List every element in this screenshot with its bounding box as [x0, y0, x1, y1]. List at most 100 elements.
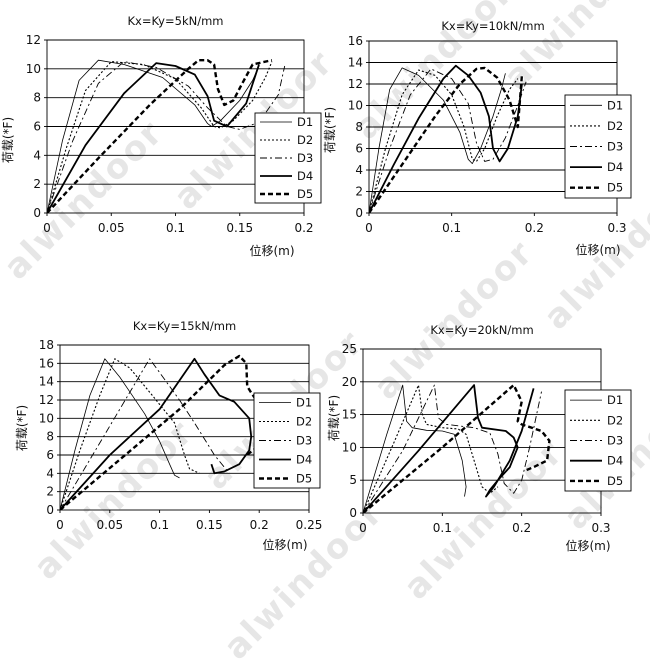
- y-tick-label: 2: [46, 485, 54, 499]
- y-tick-label: 8: [355, 120, 363, 134]
- series-line-d4: [60, 357, 253, 510]
- series-line-d3: [60, 358, 230, 510]
- y-tick-label: 4: [355, 163, 363, 177]
- y-tick-label: 6: [33, 120, 41, 134]
- y-tick-label: 5: [349, 473, 357, 487]
- series-line-d4: [47, 62, 260, 213]
- legend-label: D2: [297, 133, 313, 147]
- y-tick-label: 4: [46, 466, 54, 480]
- legend: D1 D2 D3 D4 D5: [253, 392, 321, 489]
- x-axis-label: 位移(m): [262, 537, 307, 552]
- series-line-d2: [363, 384, 499, 513]
- y-tick-label: 14: [348, 56, 363, 70]
- chart-title: Kx=Ky=5kN/mm: [128, 14, 224, 28]
- series-line-d2: [369, 69, 519, 213]
- series-line-d1: [47, 59, 260, 213]
- legend-label: D1: [607, 98, 623, 112]
- series-line-d1: [363, 384, 467, 513]
- y-tick-label: 16: [348, 34, 363, 48]
- legend-label: D4: [297, 169, 313, 183]
- x-tick-label: 0.1: [433, 521, 452, 535]
- legend-label: D2: [607, 413, 623, 427]
- series-line-d5: [47, 59, 273, 213]
- legend-label: D3: [296, 434, 312, 448]
- y-tick-label: 8: [46, 430, 54, 444]
- y-tick-label: 2: [33, 177, 41, 191]
- x-tick-label: 0.05: [98, 221, 125, 235]
- y-tick-label: 16: [39, 356, 54, 370]
- y-tick-label: 10: [348, 99, 363, 113]
- y-tick-label: 18: [39, 338, 54, 352]
- x-tick-label: 0.3: [591, 521, 610, 535]
- x-tick-label: 0.2: [525, 221, 544, 235]
- legend-label: D5: [607, 474, 623, 488]
- legend-label: D2: [296, 415, 312, 429]
- series-line-d5: [369, 66, 524, 213]
- x-axis-label: 位移(m): [575, 242, 620, 257]
- series-line-d1: [60, 358, 180, 510]
- legend-label: D1: [296, 396, 312, 410]
- y-tick-label: 4: [33, 148, 41, 162]
- y-tick-label: 2: [355, 185, 363, 199]
- chart-panel: 0 2 4 6 8 10 12 14 16 0 0.1 0.2 0.3 Kx=Ky=10kN/mm 位移(m…: [323, 19, 632, 257]
- series-line-d3: [369, 68, 527, 213]
- chart-title: Kx=Ky=10kN/mm: [441, 19, 544, 33]
- y-tick-label: 0: [355, 206, 363, 220]
- x-tick-label: 0.15: [226, 221, 253, 235]
- y-tick-label: 12: [26, 33, 41, 47]
- x-tick-label: 0.2: [294, 221, 313, 235]
- y-tick-label: 25: [342, 342, 357, 356]
- legend: D1 D2 D3 D4 D5: [564, 389, 632, 492]
- y-tick-label: 12: [39, 393, 54, 407]
- legend-label: D4: [296, 453, 312, 467]
- chart-panel: 0 5 10 15 20 25 0 0.1 0.2 0.3 Kx=Ky=20kN/mm 位移(m) 荷载…: [327, 323, 632, 553]
- series-line-d5: [60, 354, 266, 510]
- x-tick-label: 0.1: [166, 221, 185, 235]
- legend: D1 D2 D3 D4 D5: [564, 94, 632, 199]
- series-line-d4: [363, 384, 535, 513]
- x-tick-label: 0.05: [96, 518, 123, 532]
- y-axis-label: 荷载(*F): [327, 395, 341, 441]
- y-tick-label: 10: [26, 62, 41, 76]
- legend-label: D1: [607, 393, 623, 407]
- y-tick-label: 10: [39, 411, 54, 425]
- series-line-d3: [363, 384, 542, 513]
- y-tick-label: 15: [342, 408, 357, 422]
- legend-label: D5: [296, 472, 312, 486]
- x-axis-label: 位移(m): [565, 538, 610, 553]
- legend-label: D1: [297, 115, 313, 129]
- x-tick-label: 0: [359, 521, 367, 535]
- x-tick-label: 0.1: [150, 518, 169, 532]
- legend: D1 D2 D3 D4 D5: [254, 112, 322, 204]
- y-axis-label: 荷载(*F): [323, 107, 337, 153]
- chart-title: Kx=Ky=20kN/mm: [430, 323, 533, 337]
- y-tick-label: 0: [349, 506, 357, 520]
- x-tick-label: 0.15: [196, 518, 223, 532]
- x-axis-label: 位移(m): [249, 243, 294, 258]
- legend-label: D4: [607, 160, 623, 174]
- legend-label: D5: [297, 187, 313, 201]
- x-tick-label: 0.2: [512, 521, 531, 535]
- series-line-d3: [47, 61, 286, 213]
- legend-label: D3: [607, 434, 623, 448]
- y-axis-label: 荷载(*F): [1, 117, 15, 163]
- y-tick-label: 0: [46, 503, 54, 517]
- y-tick-label: 6: [46, 448, 54, 462]
- x-tick-label: 0: [43, 221, 51, 235]
- x-tick-label: 0.3: [607, 221, 626, 235]
- series-line-d2: [60, 358, 200, 510]
- legend-label: D2: [607, 119, 623, 133]
- x-tick-label: 0: [365, 221, 373, 235]
- y-tick-label: 14: [39, 375, 54, 389]
- chart-title: Kx=Ky=15kN/mm: [133, 319, 236, 333]
- series-line-d1: [369, 67, 506, 213]
- legend-label: D3: [297, 151, 313, 165]
- y-tick-label: 20: [342, 375, 357, 389]
- legend-label: D3: [607, 140, 623, 154]
- chart-panel: 0 2 4 6 8 10 12 0 0.05 0.1 0.15 0.2 Kx=Ky=5kN/mm 位移(m…: [1, 14, 322, 258]
- x-tick-label: 0.2: [250, 518, 269, 532]
- series-line-d4: [369, 64, 523, 213]
- y-tick-label: 8: [33, 91, 41, 105]
- x-tick-label: 0: [56, 518, 64, 532]
- y-axis-label: 荷载(*F): [15, 405, 29, 451]
